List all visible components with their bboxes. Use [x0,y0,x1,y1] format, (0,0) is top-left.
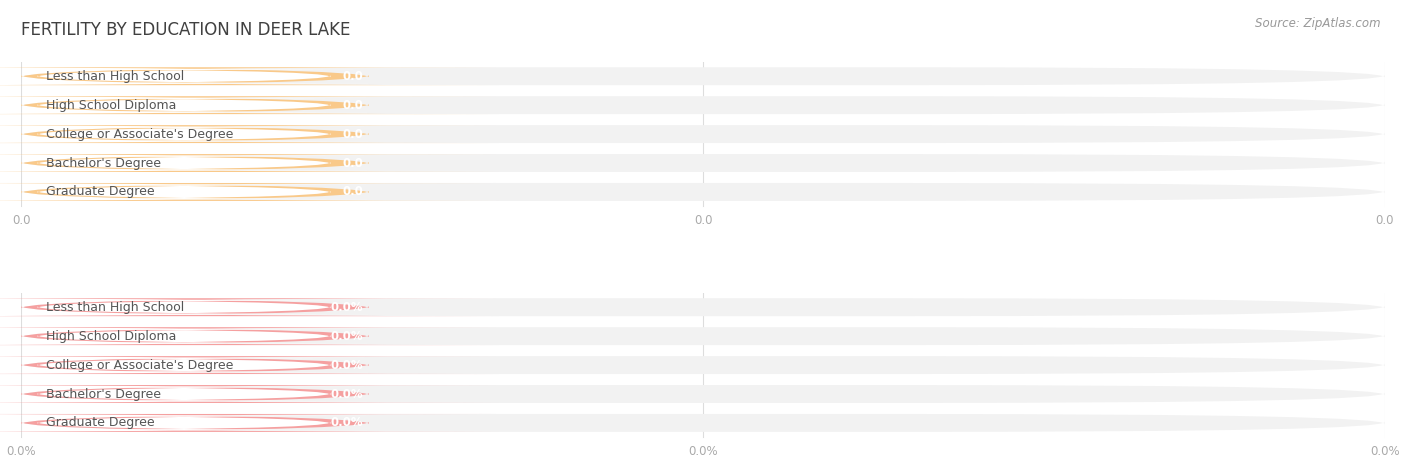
Text: Source: ZipAtlas.com: Source: ZipAtlas.com [1256,17,1381,29]
FancyBboxPatch shape [0,69,419,84]
Text: High School Diploma: High School Diploma [45,99,176,112]
FancyBboxPatch shape [21,154,1385,172]
Text: 0.0%: 0.0% [330,417,363,429]
Text: 0.0%: 0.0% [330,330,363,342]
FancyBboxPatch shape [0,127,419,142]
Text: 0.0%: 0.0% [330,359,363,371]
FancyBboxPatch shape [0,67,499,85]
Text: 0.0%: 0.0% [330,388,363,400]
Text: 0.0: 0.0 [343,99,363,112]
FancyBboxPatch shape [0,96,499,114]
FancyBboxPatch shape [0,125,499,143]
Text: 0.0: 0.0 [343,128,363,141]
FancyBboxPatch shape [0,329,419,343]
FancyBboxPatch shape [21,414,1385,432]
FancyBboxPatch shape [0,185,419,199]
Text: 0.0: 0.0 [11,214,31,227]
FancyBboxPatch shape [0,300,419,314]
Text: 0.0: 0.0 [693,214,713,227]
Text: 0.0%: 0.0% [1369,445,1400,457]
FancyBboxPatch shape [0,98,419,113]
Text: FERTILITY BY EDUCATION IN DEER LAKE: FERTILITY BY EDUCATION IN DEER LAKE [21,21,350,39]
FancyBboxPatch shape [21,67,1385,85]
FancyBboxPatch shape [21,356,1385,374]
Text: 0.0: 0.0 [343,185,363,199]
FancyBboxPatch shape [21,327,1385,345]
FancyBboxPatch shape [0,156,419,170]
FancyBboxPatch shape [0,385,499,403]
FancyBboxPatch shape [0,154,499,172]
Text: 0.0: 0.0 [343,157,363,170]
FancyBboxPatch shape [0,416,419,430]
Text: Graduate Degree: Graduate Degree [45,417,155,429]
Text: Graduate Degree: Graduate Degree [45,185,155,199]
FancyBboxPatch shape [0,327,499,345]
FancyBboxPatch shape [21,298,1385,316]
Text: 0.0: 0.0 [343,70,363,83]
Text: Bachelor's Degree: Bachelor's Degree [45,157,160,170]
FancyBboxPatch shape [21,96,1385,114]
FancyBboxPatch shape [0,387,419,401]
Text: 0.0: 0.0 [1375,214,1395,227]
Text: 0.0%: 0.0% [6,445,37,457]
Text: Less than High School: Less than High School [45,70,184,83]
Text: College or Associate's Degree: College or Associate's Degree [45,359,233,371]
Text: College or Associate's Degree: College or Associate's Degree [45,128,233,141]
FancyBboxPatch shape [0,298,499,316]
Text: High School Diploma: High School Diploma [45,330,176,342]
FancyBboxPatch shape [0,414,499,432]
FancyBboxPatch shape [21,385,1385,403]
FancyBboxPatch shape [21,183,1385,201]
FancyBboxPatch shape [0,183,499,201]
FancyBboxPatch shape [0,356,499,374]
FancyBboxPatch shape [0,358,419,372]
Text: 0.0%: 0.0% [688,445,718,457]
FancyBboxPatch shape [21,125,1385,143]
Text: Less than High School: Less than High School [45,301,184,314]
Text: 0.0%: 0.0% [330,301,363,314]
Text: Bachelor's Degree: Bachelor's Degree [45,388,160,400]
